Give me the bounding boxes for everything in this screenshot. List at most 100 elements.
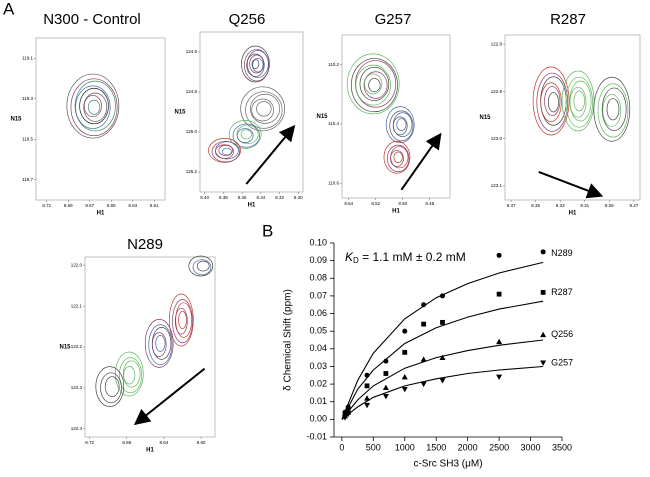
contour [547, 92, 559, 113]
data-point [540, 289, 546, 295]
y-tick-label: 0.00 [309, 414, 327, 424]
contour [211, 140, 240, 163]
panel-label: B [262, 221, 273, 240]
contour [606, 98, 620, 121]
x-tick-label: 8.48 [425, 201, 434, 206]
y-tick-label: 119.5 [22, 136, 33, 141]
data-point [439, 378, 446, 384]
y-tick-label: 125.2 [186, 169, 198, 174]
contour [196, 260, 210, 272]
contour [215, 144, 235, 159]
x-tick-label: 8.30 [294, 195, 303, 200]
series-label: G257 [551, 357, 573, 367]
contour [246, 53, 265, 77]
data-point [540, 331, 547, 338]
data-point [421, 321, 427, 327]
x-tick-label: 8.71 [42, 203, 51, 208]
contour [540, 82, 562, 122]
x-tick-label: 8.35 [531, 203, 540, 208]
x-tick-label: 8.33 [556, 203, 565, 208]
shift-arrow [133, 367, 206, 426]
data-point [364, 395, 371, 401]
panel-title: R287 [550, 11, 586, 28]
contour [178, 310, 187, 330]
contour [251, 59, 260, 69]
data-point [402, 328, 408, 334]
x-tick-label: 8.32 [275, 195, 284, 200]
contour [236, 124, 259, 145]
kd-subscript: D [353, 256, 359, 265]
x-axis-label: H1 [392, 209, 400, 215]
x-axis-label: c-Src SH3 (μM) [413, 459, 482, 470]
contour [363, 71, 388, 99]
contour [79, 87, 109, 125]
contour [208, 138, 241, 163]
contour [100, 372, 122, 404]
contour [250, 93, 281, 124]
y-tick-label: 0.01 [309, 396, 327, 406]
contour [601, 87, 627, 131]
y-axis-label: N15 [316, 114, 328, 120]
panel-label: A [3, 0, 15, 18]
x-tick-label: 1500 [426, 442, 446, 452]
y-tick-label: 0.02 [309, 378, 327, 388]
contour [175, 302, 193, 338]
plot-frame [35, 37, 166, 201]
contour [393, 151, 403, 163]
data-point [364, 402, 371, 409]
contour [390, 150, 404, 167]
y-tick-label: 122.3 [71, 385, 83, 390]
y-tick-label: 122.1 [71, 303, 83, 308]
y-axis-label: N15 [479, 115, 491, 121]
contour [597, 83, 629, 138]
contour [569, 86, 587, 118]
data-point [421, 302, 427, 308]
y-tick-label: 0.06 [309, 308, 327, 318]
y-tick-label: 0.08 [309, 273, 327, 283]
contour [188, 255, 214, 277]
y-tick-label: -0.01 [306, 431, 327, 441]
contour [228, 120, 262, 149]
y-axis-label: N15 [59, 345, 71, 351]
series-label: N289 [551, 248, 573, 258]
x-tick-label: 500 [366, 442, 381, 452]
series-label: R287 [551, 287, 573, 297]
x-tick-label: 8.64 [160, 440, 169, 445]
y-tick-label: 124.8 [186, 89, 198, 94]
contour [222, 147, 232, 156]
y-tick-label: 122.8 [491, 42, 503, 47]
contour [241, 45, 270, 83]
x-tick-label: 8.34 [256, 195, 265, 200]
x-axis-label: H1 [569, 211, 577, 217]
x-tick-label: 8.52 [371, 201, 380, 206]
x-tick-label: 8.27 [629, 203, 638, 208]
contour [122, 360, 141, 388]
y-axis-label: δ Chemical Shift (ppm) [283, 289, 294, 391]
y-tick-label: 0.05 [309, 326, 327, 336]
fit-curve [341, 261, 544, 420]
data-point [496, 374, 503, 381]
contour [573, 90, 585, 112]
y-tick-label: 122.2 [71, 344, 83, 349]
contour [168, 293, 194, 347]
contour [151, 332, 167, 357]
panel-title: N289 [127, 236, 163, 253]
contour [83, 92, 108, 122]
kd-annotation: KD = 1.1 mM ± 0.2 mM [345, 250, 466, 265]
contour [350, 58, 398, 113]
y-tick-label: 110.4 [328, 121, 339, 126]
y-tick-label: 0.09 [309, 255, 327, 265]
contour [593, 76, 631, 142]
contour [118, 357, 143, 394]
y-tick-label: 125.0 [186, 129, 198, 134]
contour [359, 66, 390, 101]
contour [389, 110, 414, 142]
y-tick-label: 119.3 [22, 96, 33, 101]
contour [544, 86, 561, 116]
x-tick-label: 1000 [395, 442, 415, 452]
y-axis-label: N15 [10, 117, 22, 123]
contour [252, 58, 264, 73]
contour [148, 324, 173, 365]
